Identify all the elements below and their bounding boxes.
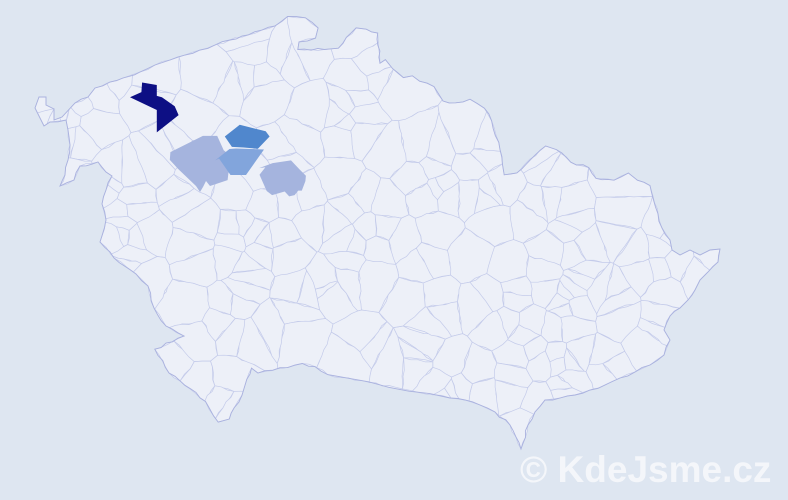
svg-text:© KdeJsme.cz: © KdeJsme.cz xyxy=(520,449,771,490)
